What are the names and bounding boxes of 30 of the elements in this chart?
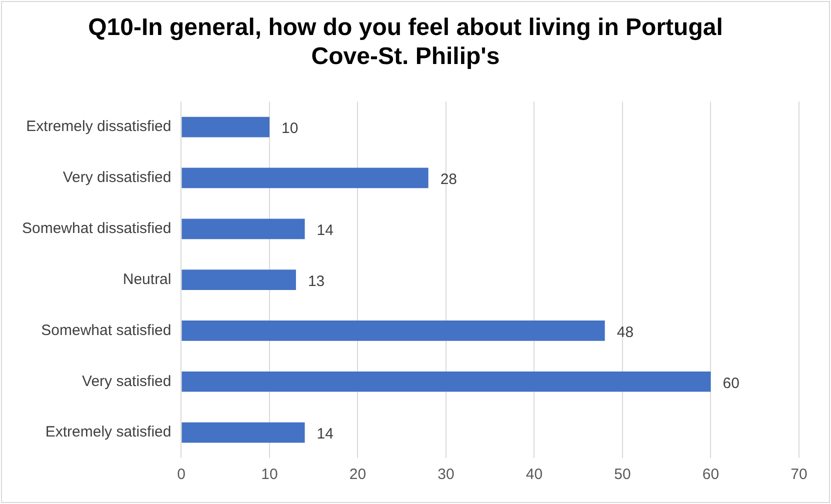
data-label: 60: [722, 374, 740, 392]
data-label: 14: [316, 426, 334, 443]
y-tick-label: Extremely dissatisfied: [26, 118, 172, 136]
bar: [182, 270, 296, 290]
bar: [182, 218, 305, 240]
bar: [182, 168, 428, 188]
chart-title: Q10-In general, how do you feel about living in Portugal Cove-St. Philip's: [88, 14, 723, 70]
data-label: 14: [316, 222, 334, 240]
y-tick-label: Somewhat satisfied: [41, 322, 172, 339]
data-label: 10: [281, 120, 298, 138]
y-tick-label: Somewhat dissatisfied: [22, 220, 172, 238]
bar: [182, 422, 305, 443]
y-tick-label: Very dissatisfied: [62, 169, 172, 186]
x-tick-label: 30: [438, 466, 454, 484]
bar: [182, 320, 605, 341]
y-tick-label: Neutral: [122, 270, 172, 288]
y-tick-label: Extremely satisfied: [45, 424, 172, 441]
data-label: 13: [308, 272, 325, 290]
x-tick-label: 0: [177, 466, 186, 484]
y-tick-label: Very satisfied: [82, 372, 172, 390]
x-tick-label: 60: [702, 466, 720, 484]
x-tick-label: 70: [790, 466, 808, 484]
bar: [182, 116, 270, 138]
x-tick-label: 20: [349, 466, 366, 484]
bar: [182, 371, 711, 392]
x-tick-label: 50: [614, 466, 631, 484]
x-tick-label: 10: [261, 466, 278, 484]
data-label: 48: [616, 324, 634, 341]
data-label: 28: [440, 171, 458, 188]
x-tick-label: 40: [526, 466, 543, 484]
